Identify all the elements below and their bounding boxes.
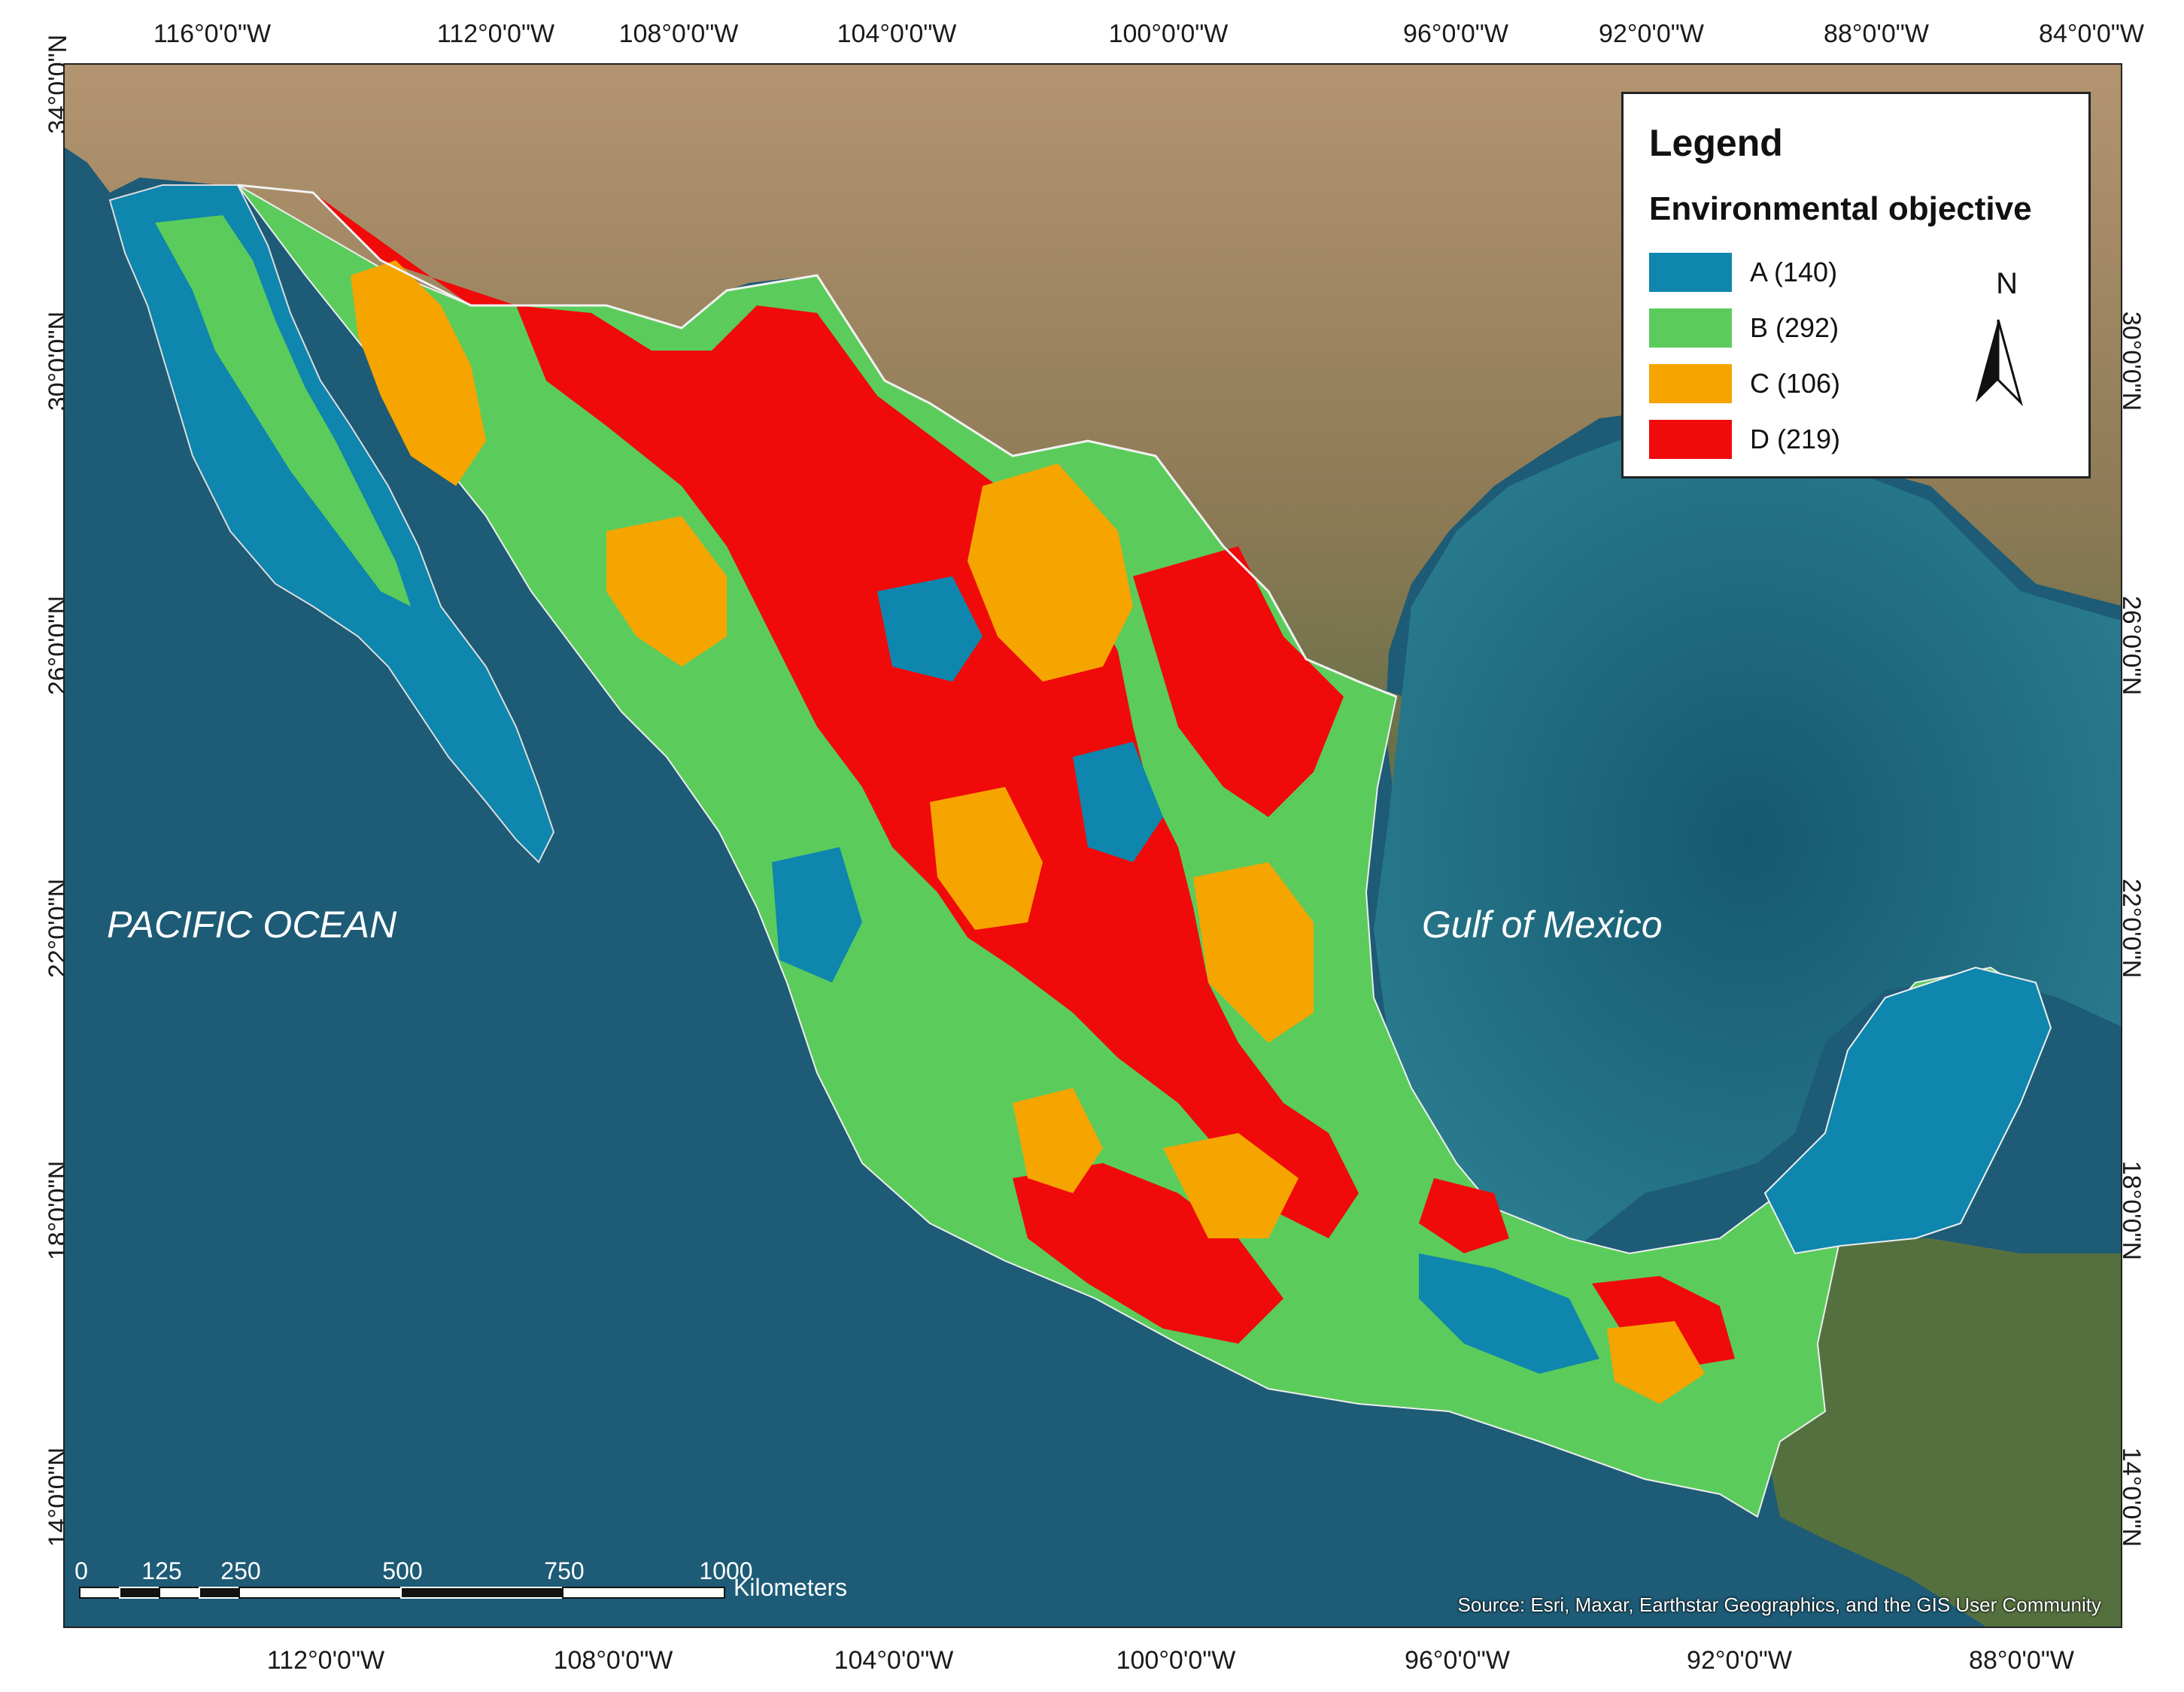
legend-swatch-c (1649, 364, 1732, 403)
legend-swatch-b (1649, 308, 1732, 348)
category-a-region (772, 847, 862, 983)
legend-item-c: C (106) (1649, 356, 2063, 412)
scale-tick-label: 500 (382, 1557, 423, 1584)
legend-item-d: D (219) (1649, 412, 2063, 467)
category-a-region (877, 576, 983, 682)
legend: Legend Environmental objective A (140) B… (1621, 92, 2091, 478)
category-c-region (606, 516, 727, 667)
central-america-land (1765, 1238, 2121, 1627)
category-a-region (1073, 742, 1163, 862)
top-longitude-label: 116°0'0"W (153, 20, 272, 48)
scale-tick-label: 0 (74, 1557, 88, 1584)
category-c-region (930, 787, 1043, 930)
scale-unit-label: Kilometers (734, 1574, 848, 1601)
category-c-region (1163, 1133, 1299, 1238)
category-c-region (1193, 862, 1314, 1043)
legend-swatch-a (1649, 253, 1732, 292)
scale-tick-label: 250 (220, 1557, 261, 1584)
bottom-longitude-label: 96°0'0"W (1405, 1646, 1510, 1675)
top-longitude-label: 84°0'0"W (2039, 20, 2144, 48)
top-longitude-label: 108°0'0"W (618, 20, 739, 48)
top-longitude-label: 88°0'0"W (1824, 20, 1929, 48)
source-credit: Source: Esri, Maxar, Earthstar Geographi… (1457, 1593, 2101, 1616)
map-canvas (65, 65, 2121, 1627)
north-arrow-icon (1976, 319, 2023, 407)
category-c-region (1013, 1088, 1103, 1193)
category-d-region (1133, 546, 1344, 817)
top-longitude-label: 96°0'0"W (1403, 20, 1508, 48)
legend-label-a: A (140) (1750, 257, 1838, 287)
us-mexico-border (237, 184, 1397, 698)
legend-swatch-d (1649, 420, 1732, 459)
scale-tick-label: 750 (544, 1557, 585, 1584)
legend-item-a: A (140) (1649, 245, 2063, 300)
category-a-region (1419, 1253, 1599, 1374)
bottom-longitude-label: 108°0'0"W (553, 1646, 673, 1675)
bottom-longitude-label: 100°0'0"W (1116, 1646, 1236, 1675)
category-d-region (1592, 1276, 1735, 1366)
legend-subtitle: Environmental objective (1649, 190, 2032, 227)
pacific-ocean-label: PACIFIC OCEAN (107, 904, 397, 946)
scale-tick-label: 1000 (699, 1557, 753, 1584)
top-longitude-label: 104°0'0"W (837, 20, 957, 48)
bottom-longitude-label: 88°0'0"W (1969, 1646, 2074, 1675)
baja-green-region (155, 215, 411, 606)
category-c-region (967, 463, 1133, 682)
gulf-of-mexico-label: Gulf of Mexico (1422, 904, 1663, 946)
bottom-longitude-label: 104°0'0"W (834, 1646, 954, 1675)
bottom-longitude-label: 112°0'0"W (266, 1646, 385, 1675)
scale-tick-label: 125 (141, 1557, 182, 1584)
category-c-region (1607, 1321, 1705, 1404)
top-longitude-label: 92°0'0"W (1599, 20, 1704, 48)
legend-label-d: D (219) (1750, 424, 1841, 454)
legend-label-b: B (292) (1750, 312, 1839, 343)
bottom-longitude-label: 92°0'0"W (1687, 1646, 1792, 1675)
yucatan-peninsula (1763, 966, 2052, 1255)
legend-label-c: C (106) (1750, 368, 1841, 399)
category-d-region (1013, 1163, 1283, 1344)
legend-item-b: B (292) (1649, 300, 2063, 356)
scale-bar-graphic (79, 1587, 725, 1599)
top-longitude-label: 100°0'0"W (1108, 20, 1229, 48)
top-longitude-label: 112°0'0"W (436, 20, 555, 48)
gulf-of-mexico (1374, 426, 2121, 1253)
category-c-region (351, 260, 486, 486)
category-d-region (1419, 1178, 1509, 1253)
category-d-region (313, 193, 1359, 1238)
legend-title: Legend (1649, 122, 1783, 164)
north-arrow-label: N (1996, 267, 2018, 300)
